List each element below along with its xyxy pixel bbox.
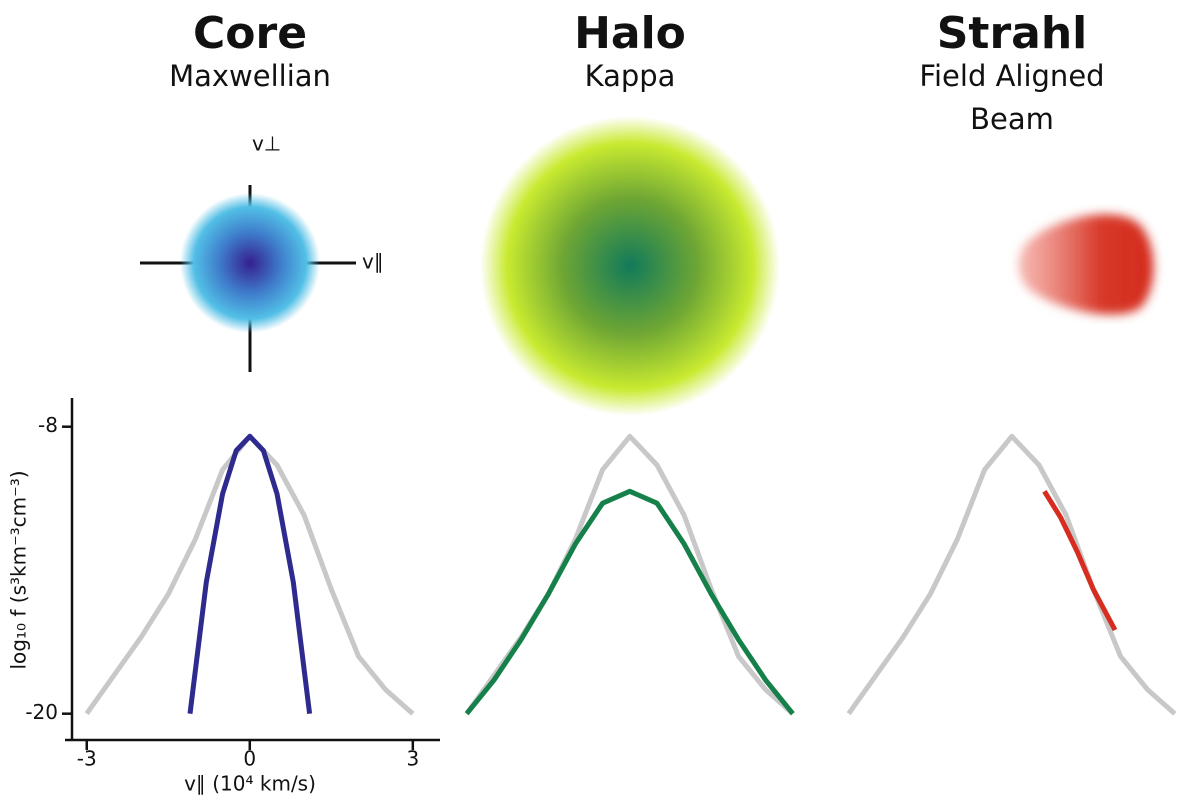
strahl-blob: [1018, 214, 1154, 315]
core-blob: [140, 185, 356, 372]
curve: [84, 433, 415, 716]
halo-blob: [480, 116, 780, 416]
curve: [187, 433, 313, 715]
curve: [1042, 489, 1118, 632]
y-tick-label: -20: [25, 700, 58, 724]
panel-title: Halo: [574, 8, 686, 59]
panel-title: Core: [193, 8, 307, 59]
x-tick-label: -3: [77, 747, 97, 771]
panel-subtitle: Maxwellian: [169, 59, 331, 93]
curve: [464, 488, 795, 716]
curve: [464, 433, 795, 716]
x-tick-label: 0: [243, 747, 256, 771]
panel-subtitle: Field Aligned: [919, 59, 1104, 93]
y-axis-label: log₁₀ f (s³km⁻³cm⁻³): [7, 470, 31, 669]
x-tick-label: 3: [406, 747, 419, 771]
curve: [846, 433, 1177, 716]
x-axis-label: v∥ (10⁴ km/s): [184, 772, 316, 796]
v-perp-label: v⊥: [252, 132, 281, 156]
panel-subtitle: Kappa: [585, 59, 676, 93]
panel-title: Strahl: [937, 8, 1088, 59]
y-tick-label: -8: [38, 413, 58, 437]
panel-subtitle: Beam: [970, 102, 1054, 136]
v-par-label: v∥: [362, 250, 384, 274]
